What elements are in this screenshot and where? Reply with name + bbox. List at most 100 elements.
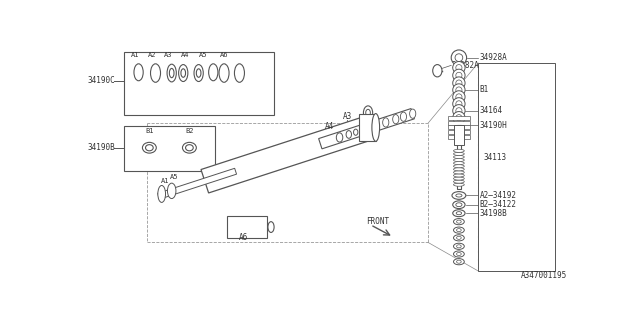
Circle shape bbox=[456, 108, 462, 114]
Ellipse shape bbox=[454, 183, 464, 186]
Bar bbox=[448, 116, 470, 120]
Circle shape bbox=[456, 87, 462, 93]
Ellipse shape bbox=[452, 192, 466, 199]
Circle shape bbox=[452, 105, 465, 117]
Ellipse shape bbox=[454, 235, 464, 241]
Ellipse shape bbox=[454, 243, 464, 249]
Ellipse shape bbox=[209, 64, 218, 81]
Text: A2: A2 bbox=[147, 52, 156, 58]
Circle shape bbox=[452, 112, 465, 124]
Ellipse shape bbox=[196, 69, 201, 77]
Text: A5: A5 bbox=[199, 52, 207, 58]
Ellipse shape bbox=[454, 168, 464, 171]
Polygon shape bbox=[201, 117, 371, 193]
Text: B2—34122: B2—34122 bbox=[480, 200, 516, 209]
Ellipse shape bbox=[456, 212, 461, 215]
Ellipse shape bbox=[194, 65, 204, 82]
Ellipse shape bbox=[454, 152, 464, 156]
Ellipse shape bbox=[454, 156, 464, 158]
Text: 34113: 34113 bbox=[484, 153, 507, 162]
Ellipse shape bbox=[158, 186, 166, 203]
Text: A5: A5 bbox=[170, 174, 179, 180]
Ellipse shape bbox=[364, 106, 372, 120]
Ellipse shape bbox=[234, 64, 244, 82]
Circle shape bbox=[452, 98, 465, 110]
Ellipse shape bbox=[433, 65, 442, 77]
Text: A4: A4 bbox=[325, 123, 334, 132]
Bar bbox=[448, 121, 470, 124]
Ellipse shape bbox=[454, 227, 464, 233]
Text: 34190H: 34190H bbox=[480, 121, 508, 130]
Ellipse shape bbox=[219, 64, 229, 82]
Ellipse shape bbox=[454, 165, 464, 168]
Ellipse shape bbox=[346, 131, 351, 138]
Circle shape bbox=[456, 115, 462, 121]
Ellipse shape bbox=[353, 129, 358, 135]
Circle shape bbox=[456, 72, 462, 78]
Text: 34198B: 34198B bbox=[480, 209, 508, 218]
Text: A3: A3 bbox=[164, 52, 172, 58]
Ellipse shape bbox=[452, 201, 465, 209]
Ellipse shape bbox=[456, 228, 461, 232]
Ellipse shape bbox=[186, 145, 193, 151]
Circle shape bbox=[452, 61, 465, 74]
Circle shape bbox=[452, 77, 465, 89]
Text: A2—34192: A2—34192 bbox=[480, 191, 516, 200]
Text: B1: B1 bbox=[145, 128, 154, 134]
Circle shape bbox=[452, 84, 465, 96]
Ellipse shape bbox=[454, 259, 464, 265]
Ellipse shape bbox=[410, 109, 416, 118]
Ellipse shape bbox=[150, 64, 161, 82]
Ellipse shape bbox=[454, 162, 464, 165]
Bar bbox=[448, 130, 470, 134]
Ellipse shape bbox=[454, 158, 464, 162]
Circle shape bbox=[451, 50, 467, 65]
Text: A1: A1 bbox=[131, 52, 139, 58]
Ellipse shape bbox=[393, 115, 399, 124]
Ellipse shape bbox=[454, 149, 464, 152]
Ellipse shape bbox=[181, 69, 186, 77]
Ellipse shape bbox=[456, 260, 461, 263]
Polygon shape bbox=[319, 108, 414, 149]
Ellipse shape bbox=[454, 219, 464, 225]
Ellipse shape bbox=[170, 68, 174, 78]
Ellipse shape bbox=[168, 183, 176, 198]
Circle shape bbox=[456, 80, 462, 86]
Bar bbox=[478, 63, 555, 271]
Ellipse shape bbox=[456, 203, 462, 207]
Bar bbox=[227, 216, 267, 238]
Text: A347001195: A347001195 bbox=[520, 271, 566, 280]
Text: A6: A6 bbox=[220, 52, 228, 58]
Ellipse shape bbox=[167, 64, 176, 82]
Bar bbox=[359, 114, 376, 141]
Polygon shape bbox=[157, 168, 237, 199]
Circle shape bbox=[456, 94, 462, 100]
Ellipse shape bbox=[179, 65, 188, 82]
Circle shape bbox=[456, 101, 462, 107]
Ellipse shape bbox=[145, 145, 153, 151]
Ellipse shape bbox=[452, 210, 465, 217]
Ellipse shape bbox=[383, 118, 389, 127]
Text: B2: B2 bbox=[185, 128, 194, 134]
Ellipse shape bbox=[134, 64, 143, 81]
Ellipse shape bbox=[456, 252, 461, 256]
Text: 34190C: 34190C bbox=[88, 76, 115, 85]
Text: A3: A3 bbox=[342, 112, 352, 121]
Ellipse shape bbox=[182, 142, 196, 153]
Ellipse shape bbox=[456, 194, 462, 197]
Bar bbox=[124, 52, 274, 116]
Ellipse shape bbox=[456, 220, 461, 223]
Circle shape bbox=[452, 91, 465, 103]
Ellipse shape bbox=[372, 114, 380, 141]
Ellipse shape bbox=[401, 112, 406, 121]
Text: 34190B: 34190B bbox=[88, 143, 115, 152]
Text: 34164: 34164 bbox=[480, 106, 503, 115]
Ellipse shape bbox=[454, 171, 464, 174]
Text: 34928A: 34928A bbox=[480, 53, 508, 62]
Text: A6: A6 bbox=[239, 233, 248, 242]
Text: A4: A4 bbox=[181, 52, 190, 58]
Text: B1: B1 bbox=[480, 85, 489, 94]
Ellipse shape bbox=[336, 133, 343, 142]
Ellipse shape bbox=[143, 142, 156, 153]
Ellipse shape bbox=[454, 180, 464, 183]
